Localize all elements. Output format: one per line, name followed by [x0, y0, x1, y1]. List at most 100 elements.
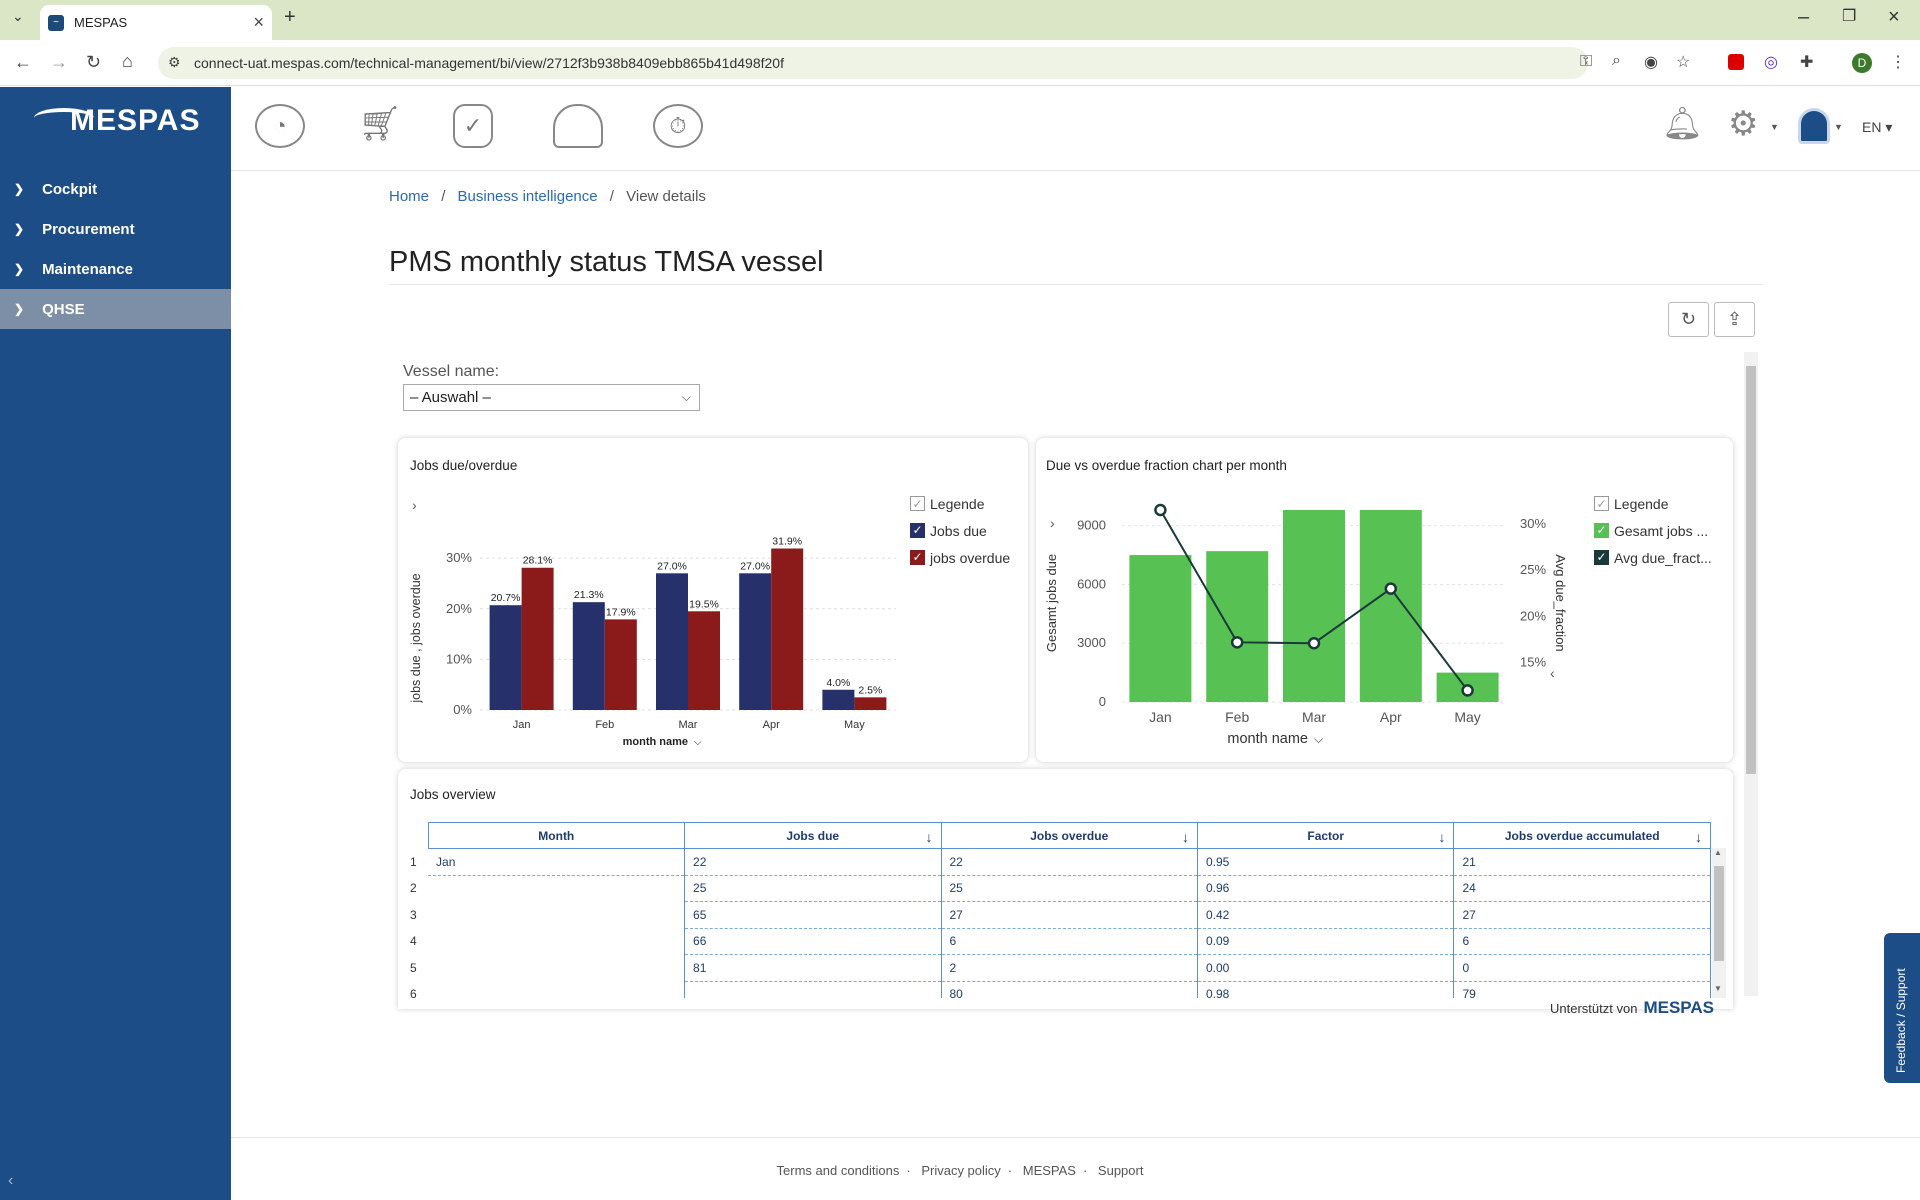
table-row[interactable]: 5 81 2 0.00 0	[404, 954, 1711, 982]
zoom-icon[interactable]: ⌕	[1612, 52, 1621, 69]
collapse-sidebar-icon[interactable]: ‹	[8, 1172, 14, 1189]
chevron-down-icon: ⌵	[694, 737, 702, 748]
cell-overdue: 27	[941, 901, 1198, 929]
cell-rn: 2	[410, 881, 417, 896]
pdf-extension-icon[interactable]	[1728, 54, 1744, 70]
legend-item-jobs-due[interactable]: ✓ Jobs due	[910, 517, 1010, 544]
cell-due: 25	[684, 875, 942, 902]
column-jobs-overdue[interactable]: Jobs overdue ↓	[940, 822, 1198, 849]
hard-hat-icon[interactable]	[553, 104, 603, 148]
site-info-icon[interactable]: ⚙	[168, 54, 181, 70]
table-row[interactable]: 1 Jan 22 22 0.95 21	[404, 848, 1711, 876]
cell-acc: 21	[1453, 848, 1711, 876]
cell-month	[428, 981, 686, 998]
footer-privacy-link[interactable]: Privacy policy	[921, 1163, 1001, 1178]
user-avatar-icon[interactable]	[1798, 108, 1830, 144]
back-arrow-icon[interactable]: ←	[14, 52, 32, 72]
forward-arrow-icon[interactable]: →	[50, 52, 68, 72]
cell-factor: 0.98	[1197, 981, 1455, 998]
refresh-button[interactable]: ↻	[1668, 302, 1709, 337]
home-icon[interactable]: ⌂	[122, 51, 133, 71]
bookmark-star-icon[interactable]: ☆	[1676, 54, 1691, 71]
y-tick-label: 30%	[446, 550, 472, 565]
cell-month	[428, 954, 686, 981]
extension-circle-icon[interactable]: ◎	[1764, 54, 1778, 71]
mespas-wave-icon	[34, 108, 94, 128]
sort-arrow-icon: ↓	[1181, 829, 1189, 845]
footer-mespas-link[interactable]: MESPAS	[1022, 1163, 1076, 1178]
page-title: PMS monthly status TMSA vessel	[389, 246, 824, 278]
chevron-right-icon: ›	[1050, 515, 1055, 531]
bar-jobs-due	[822, 689, 855, 710]
footer-terms-link[interactable]: Terms and conditions	[776, 1163, 900, 1178]
chart-title: Due vs overdue fraction chart per month	[1046, 458, 1287, 473]
sidebar-item-procurement[interactable]: ❯ Procurement	[14, 220, 135, 238]
dashboard-scrollbar[interactable]	[1744, 352, 1758, 996]
x-tick-label: Jan	[1149, 709, 1172, 725]
document-check-icon[interactable]: ✓	[453, 104, 493, 148]
cell-acc: 6	[1453, 928, 1711, 955]
minimize-window-icon[interactable]: –	[1798, 6, 1810, 28]
cart-icon[interactable]: 🛒︎	[358, 105, 402, 143]
restore-window-icon[interactable]: ❐	[1842, 8, 1857, 25]
app-header	[231, 87, 1920, 171]
alarm-bell-icon[interactable]: 🔔︎	[1662, 105, 1703, 141]
sidebar-item-maintenance[interactable]: ❯ Maintenance	[14, 260, 133, 278]
dashboard-gauge-icon[interactable]: ◔	[255, 104, 305, 148]
breadcrumb-current: View details	[626, 188, 706, 205]
legend-toggle[interactable]: ✓ Legende	[1594, 490, 1712, 517]
mespas-small-logo[interactable]: MESPAS	[1643, 998, 1714, 1017]
new-tab-icon[interactable]: +	[284, 6, 296, 28]
breadcrumb-business-intelligence[interactable]: Business intelligence	[457, 188, 598, 205]
table-row[interactable]: 6 80 0.98 79	[404, 981, 1711, 998]
table-row[interactable]: 2 25 25 0.96 24	[404, 875, 1711, 902]
legend-toggle[interactable]: ✓ Legende	[910, 490, 1010, 517]
vessel-name-select[interactable]: – Auswahl – ⌵	[403, 384, 700, 411]
profile-avatar[interactable]: D	[1852, 53, 1872, 73]
breadcrumb-home[interactable]: Home	[389, 188, 430, 205]
cell-overdue: 22	[941, 848, 1198, 876]
export-button[interactable]: ⇪	[1714, 302, 1755, 337]
chevron-right-icon: ❯	[14, 302, 25, 316]
sidebar-item-qhse[interactable]: ❯ QHSE	[0, 289, 231, 329]
legend-item-avg-due-fraction[interactable]: ✓ Avg due_fract...	[1594, 544, 1712, 571]
user-dropdown-icon[interactable]: ▼	[1834, 122, 1843, 132]
legend-item-gesamt-jobs[interactable]: ✓ Gesamt jobs ...	[1594, 517, 1712, 544]
chevron-down-icon: ⌵	[1314, 732, 1323, 746]
reload-icon[interactable]: ↻	[86, 52, 102, 72]
sidebar-item-cockpit[interactable]: ❯ Cockpit	[14, 180, 98, 198]
close-tab-icon[interactable]: ×	[253, 12, 264, 32]
settings-dropdown-icon[interactable]: ▼	[1770, 122, 1779, 132]
tab-list-chevron-icon[interactable]: ⌄	[12, 8, 24, 24]
table-scrollbar[interactable]: ▲ ▼	[1712, 848, 1726, 998]
cell-factor: 0.09	[1197, 928, 1455, 955]
column-factor[interactable]: Factor ↓	[1196, 822, 1455, 849]
extensions-puzzle-icon[interactable]: ✚	[1800, 54, 1814, 71]
browser-tab[interactable]: ~ MESPAS ×	[40, 5, 272, 40]
footer: Terms and conditions · Privacy policy · ME…	[776, 1163, 1144, 1178]
close-window-icon[interactable]: ×	[1888, 6, 1900, 28]
mespas-logo[interactable]: MESPAS	[70, 104, 201, 137]
column-jobs-due[interactable]: Jobs due ↓	[684, 822, 942, 849]
language-selector[interactable]: EN ▾	[1862, 119, 1893, 135]
jobs-overview-table: Month Jobs due ↓ Jobs overdue ↓ Factor ↓ Jo…	[404, 822, 1711, 998]
password-key-icon[interactable]: ⚿	[1580, 53, 1593, 70]
legend-item-jobs-overdue[interactable]: ✓ jobs overdue	[910, 544, 1010, 571]
column-month[interactable]: Month	[427, 822, 686, 849]
cell-rn: 4	[410, 934, 417, 949]
settings-gear-icon[interactable]: ⚙	[1728, 105, 1759, 143]
cell-overdue: 80	[941, 981, 1198, 998]
y2-tick-label: 15%	[1520, 655, 1546, 670]
column-jobs-overdue-accumulated[interactable]: Jobs overdue accumulated ↓	[1453, 822, 1711, 849]
browser-menu-icon[interactable]: ⋮	[1890, 54, 1906, 71]
url-field[interactable]: connect-uat.mespas.com/technical-managem…	[158, 47, 1588, 79]
feedback-support-tab[interactable]: Feedback / Support	[1884, 933, 1920, 1083]
footer-support-link[interactable]: Support	[1097, 1163, 1144, 1178]
table-row[interactable]: 4 66 6 0.09 6	[404, 928, 1711, 955]
stopwatch-gear-icon[interactable]: ⏱︎	[653, 104, 703, 148]
x-tick-label: Apr	[763, 719, 780, 731]
data-label: 4.0%	[826, 677, 850, 689]
tracking-eye-icon[interactable]: ◉	[1644, 54, 1658, 71]
bar-gesamt-jobs	[1129, 555, 1192, 702]
table-row[interactable]: 3 65 27 0.42 27	[404, 901, 1711, 929]
